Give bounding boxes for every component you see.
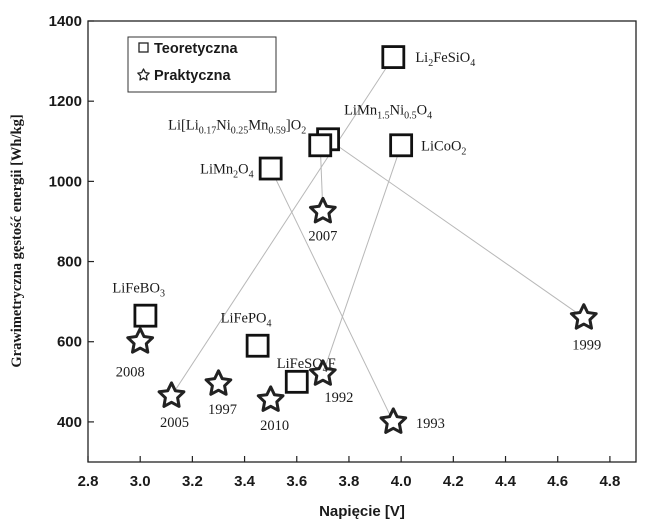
compound-label: LiMn2O4	[200, 162, 254, 181]
compound-label: Li[Li0.17Ni0.25Mn0.59]O2	[168, 117, 306, 136]
y-axis-label: Grawimetryczna gęstość energii [Wh/kg]	[9, 114, 25, 367]
practical-point-star	[256, 385, 285, 412]
year-label: 1999	[572, 338, 601, 354]
x-tick-label: 3.2	[182, 473, 203, 490]
theoretical-point	[381, 45, 406, 69]
connection-lines	[171, 56, 585, 423]
theoretical-point	[389, 133, 414, 158]
legend-square-icon	[138, 42, 149, 53]
x-tick-label: 3.8	[339, 473, 360, 490]
year-label: 2008	[116, 365, 145, 381]
x-axis-label: Napięcie [V]	[319, 503, 405, 520]
labels-layer: Li2FeSiO4 LiMn1.5Ni0.5O4 Li[Li0.17Ni0.25Mn…	[112, 50, 601, 434]
connection-line	[322, 145, 402, 374]
practical-point-star	[204, 369, 233, 396]
year-label: 2005	[160, 415, 189, 431]
year-label: 1992	[324, 390, 353, 406]
x-tick-label: 3.0	[130, 473, 151, 490]
compound-label: LiFePO4	[221, 311, 272, 330]
legend-star-icon	[137, 68, 150, 81]
x-tick-label: 3.6	[286, 473, 307, 490]
compound-label: Li2FeSiO4	[415, 50, 475, 69]
connection-line	[171, 56, 394, 397]
x-tick-label: 4.8	[599, 473, 620, 490]
compound-label: LiCoO2	[421, 138, 466, 157]
theoretical-point	[258, 156, 283, 181]
y-tick-label: 800	[57, 254, 82, 271]
theoretical-point	[308, 133, 333, 158]
theoretical-point	[245, 333, 270, 358]
y-tick-label: 1000	[49, 173, 82, 190]
x-tick-label: 4.0	[391, 473, 412, 490]
legend-entry-teoretyczna: Teoretyczna	[154, 41, 238, 57]
x-tick-label: 2.8	[78, 473, 99, 490]
connection-line	[270, 168, 394, 423]
practical-point-star	[379, 407, 408, 434]
year-label: 2010	[260, 418, 289, 434]
x-tick-label: 4.4	[495, 473, 517, 490]
practical-point-star	[309, 359, 337, 386]
y-tick-label: 1200	[49, 93, 82, 110]
practical-point-star	[309, 196, 337, 224]
y-tick-label: 1400	[49, 13, 82, 30]
marks-layer	[126, 45, 598, 434]
practical-point-star	[569, 303, 598, 330]
compound-label: LiFeSO4F	[277, 356, 336, 375]
y-tick-label: 600	[57, 334, 82, 351]
compound-label: LiMn1.5Ni0.5O4	[344, 102, 432, 121]
practical-point-star	[157, 381, 186, 408]
compound-label: LiFeBO3	[112, 281, 165, 300]
ticks-layer: 2.8 3.0 3.2 3.4 3.6 3.8 4.0 4.2 4.4 4.6 4.8 400 600 8…	[49, 13, 621, 490]
year-label: 1997	[208, 402, 237, 418]
legend-entry-praktyczna: Praktyczna	[154, 68, 232, 84]
x-tick-label: 4.6	[547, 473, 568, 490]
year-label: 2007	[308, 228, 337, 244]
theoretical-point	[133, 303, 158, 328]
practical-point-star	[126, 327, 155, 354]
x-tick-label: 4.2	[443, 473, 464, 490]
y-tick-label: 400	[57, 414, 82, 431]
legend-frame	[127, 36, 277, 93]
theoretical-point	[284, 369, 309, 394]
x-tick-label: 3.4	[234, 473, 256, 490]
year-label: 1993	[416, 416, 445, 432]
legend: Teoretyczna Praktyczna	[127, 36, 277, 93]
connection-line	[327, 138, 585, 319]
plot-frame	[87, 20, 637, 463]
